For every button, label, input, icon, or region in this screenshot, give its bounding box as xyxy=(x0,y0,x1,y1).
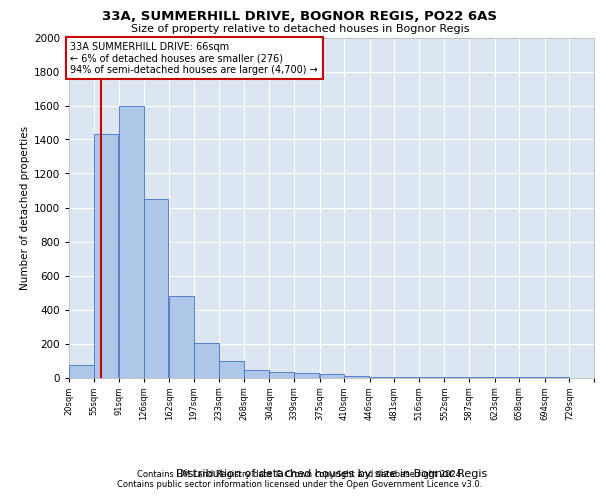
Bar xyxy=(394,377,419,378)
Bar xyxy=(294,373,319,378)
Bar xyxy=(169,296,194,378)
Bar xyxy=(194,342,218,378)
Text: 33A SUMMERHILL DRIVE: 66sqm
← 6% of detached houses are smaller (276)
94% of sem: 33A SUMMERHILL DRIVE: 66sqm ← 6% of deta… xyxy=(70,42,318,75)
Bar xyxy=(370,376,394,378)
Bar xyxy=(220,360,244,378)
Text: Size of property relative to detached houses in Bognor Regis: Size of property relative to detached ho… xyxy=(131,24,469,34)
Bar xyxy=(119,106,144,378)
Bar xyxy=(320,374,344,378)
Text: Contains public sector information licensed under the Open Government Licence v3: Contains public sector information licen… xyxy=(118,480,482,489)
Bar xyxy=(244,370,269,378)
Y-axis label: Number of detached properties: Number of detached properties xyxy=(20,126,29,290)
Bar xyxy=(69,365,94,378)
Bar xyxy=(144,199,169,378)
Text: 33A, SUMMERHILL DRIVE, BOGNOR REGIS, PO22 6AS: 33A, SUMMERHILL DRIVE, BOGNOR REGIS, PO2… xyxy=(103,10,497,23)
Text: Contains HM Land Registry data © Crown copyright and database right 2024.: Contains HM Land Registry data © Crown c… xyxy=(137,470,463,479)
Bar xyxy=(344,376,369,378)
Bar xyxy=(94,134,118,378)
X-axis label: Distribution of detached houses by size in Bognor Regis: Distribution of detached houses by size … xyxy=(176,469,487,479)
Bar xyxy=(269,372,294,378)
